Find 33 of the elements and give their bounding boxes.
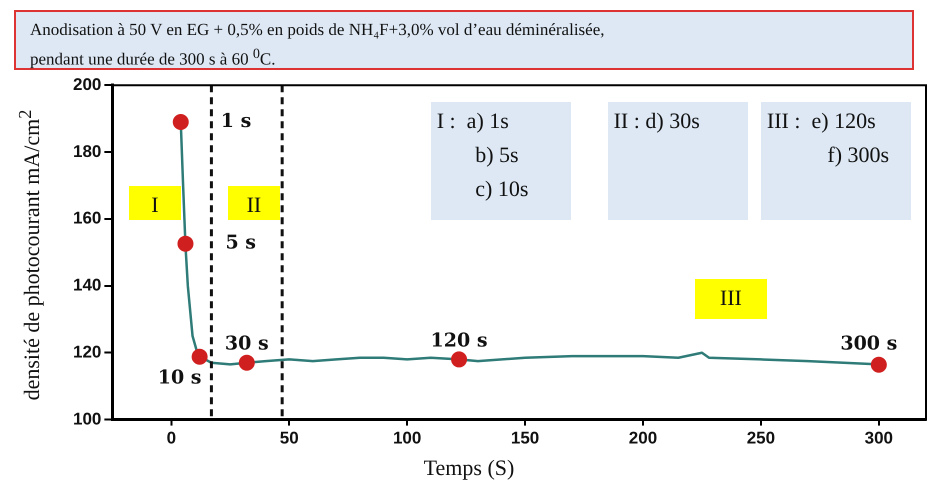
annotation: 120 s — [430, 329, 488, 352]
point — [172, 114, 189, 130]
y-tick-label: 200 — [72, 74, 102, 94]
y-tick-label: 160 — [72, 208, 102, 228]
x-tick-label: 250 — [746, 428, 776, 448]
x-tick-label: 150 — [510, 428, 540, 448]
y-tick-label: 140 — [72, 276, 102, 295]
point — [238, 354, 255, 371]
text-box: II — [228, 186, 280, 220]
y-tick-label: 120 — [72, 342, 102, 362]
x-tick-label: 200 — [628, 428, 658, 448]
point — [192, 348, 208, 365]
point — [451, 351, 468, 368]
annotation: 300 s — [840, 332, 898, 355]
text-box: I — [128, 186, 181, 220]
text-box: III — [694, 279, 767, 320]
annotation: 5 s — [225, 232, 256, 254]
x-tick-label: 100 — [392, 428, 422, 448]
annotation: 30 s — [224, 332, 269, 355]
point — [870, 356, 887, 373]
x-tick-label: 300 — [864, 428, 894, 448]
text-box: I : a) 1s b) 5s c) 10s — [430, 102, 571, 220]
text-box: III : e) 120s f) 300s — [760, 102, 911, 220]
x-axis-title: Temps (S) — [422, 455, 516, 481]
x-tick-label: 0 — [166, 428, 176, 448]
annotation: 10 s — [158, 366, 202, 389]
annotation: 1 s — [220, 110, 252, 132]
y-tick-label: 100 — [72, 409, 102, 428]
point — [177, 236, 194, 252]
text-box: II : d) 30s — [608, 102, 748, 220]
chart-title: Anodisation à 50 V en EG + 0,5% en poids de NH₄F+3,0% vol d’eau déminéralisée, pendant une durée de 300 s à 60 $^{0}$C. — [14, 10, 914, 70]
y-tick-label: 180 — [72, 142, 102, 161]
x-tick-label: 50 — [280, 428, 299, 448]
